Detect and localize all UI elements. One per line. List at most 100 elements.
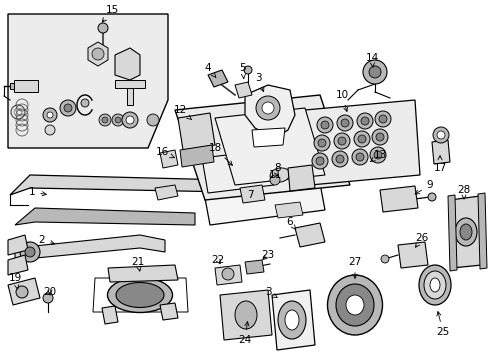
Circle shape [368,66,380,78]
Polygon shape [220,290,271,340]
Polygon shape [240,185,264,203]
Circle shape [369,147,385,163]
Polygon shape [155,185,178,200]
Ellipse shape [429,278,439,292]
Circle shape [336,115,352,131]
Text: 9: 9 [414,180,432,194]
Circle shape [25,247,35,257]
Circle shape [311,153,327,169]
Circle shape [60,100,76,116]
Circle shape [43,108,57,122]
Circle shape [147,114,159,126]
Ellipse shape [346,295,363,315]
Polygon shape [477,193,486,269]
Text: 22: 22 [211,255,224,265]
Circle shape [269,175,280,185]
Circle shape [337,137,346,145]
Text: 15: 15 [102,5,119,22]
Circle shape [16,286,28,298]
Polygon shape [397,242,427,268]
Circle shape [81,99,89,107]
Circle shape [98,23,108,33]
Polygon shape [294,223,325,247]
Circle shape [353,131,369,147]
Polygon shape [180,145,214,167]
Ellipse shape [278,301,305,339]
Polygon shape [8,255,28,275]
Ellipse shape [335,284,373,326]
Ellipse shape [269,168,289,182]
Circle shape [99,114,111,126]
Polygon shape [14,80,38,92]
Circle shape [64,104,72,112]
Circle shape [315,157,324,165]
Circle shape [340,119,348,127]
Circle shape [92,48,104,60]
Circle shape [122,112,138,128]
Text: 24: 24 [238,322,251,345]
Circle shape [436,131,444,139]
Circle shape [317,139,325,147]
Ellipse shape [235,301,257,329]
Polygon shape [202,150,273,193]
Text: 20: 20 [43,287,57,297]
Polygon shape [10,83,14,89]
Polygon shape [305,100,419,185]
Polygon shape [274,202,303,218]
Text: 21: 21 [131,257,144,271]
Ellipse shape [454,218,476,246]
Circle shape [20,242,40,262]
Polygon shape [431,140,449,164]
Polygon shape [271,290,314,350]
Circle shape [244,66,251,74]
Text: 6: 6 [286,217,295,230]
Text: 28: 28 [456,185,469,199]
Ellipse shape [285,310,298,330]
Circle shape [112,114,124,126]
Circle shape [374,111,390,127]
Circle shape [256,96,280,120]
Text: 16: 16 [155,147,174,158]
Polygon shape [379,186,417,212]
Circle shape [371,129,387,145]
Circle shape [375,133,383,141]
Ellipse shape [459,224,471,240]
Circle shape [124,114,136,126]
Polygon shape [15,235,164,260]
Ellipse shape [418,265,450,305]
Ellipse shape [107,278,172,312]
Polygon shape [244,85,294,135]
Circle shape [378,115,386,123]
Circle shape [362,60,386,84]
Text: 17: 17 [432,156,446,173]
Circle shape [320,121,328,129]
Circle shape [380,255,388,263]
Text: 13: 13 [370,150,386,162]
Text: 3: 3 [264,287,277,297]
Text: 1: 1 [29,187,46,197]
Text: 3: 3 [254,73,264,91]
Circle shape [427,193,435,201]
Text: 14: 14 [365,53,378,67]
Circle shape [355,153,363,161]
Polygon shape [160,150,178,168]
Circle shape [115,117,121,123]
Polygon shape [251,128,285,147]
Polygon shape [287,165,314,191]
Polygon shape [235,82,251,98]
Polygon shape [215,265,242,285]
Text: 27: 27 [347,257,361,278]
Polygon shape [8,14,168,148]
Text: 7: 7 [246,190,253,200]
Text: 2: 2 [39,235,54,245]
Text: 25: 25 [435,312,448,337]
Text: 8: 8 [274,163,281,173]
Polygon shape [447,195,456,271]
Circle shape [357,135,365,143]
Circle shape [126,116,134,124]
Polygon shape [8,235,28,255]
Circle shape [102,117,108,123]
Polygon shape [108,265,178,282]
Polygon shape [244,260,264,274]
Polygon shape [178,113,215,150]
